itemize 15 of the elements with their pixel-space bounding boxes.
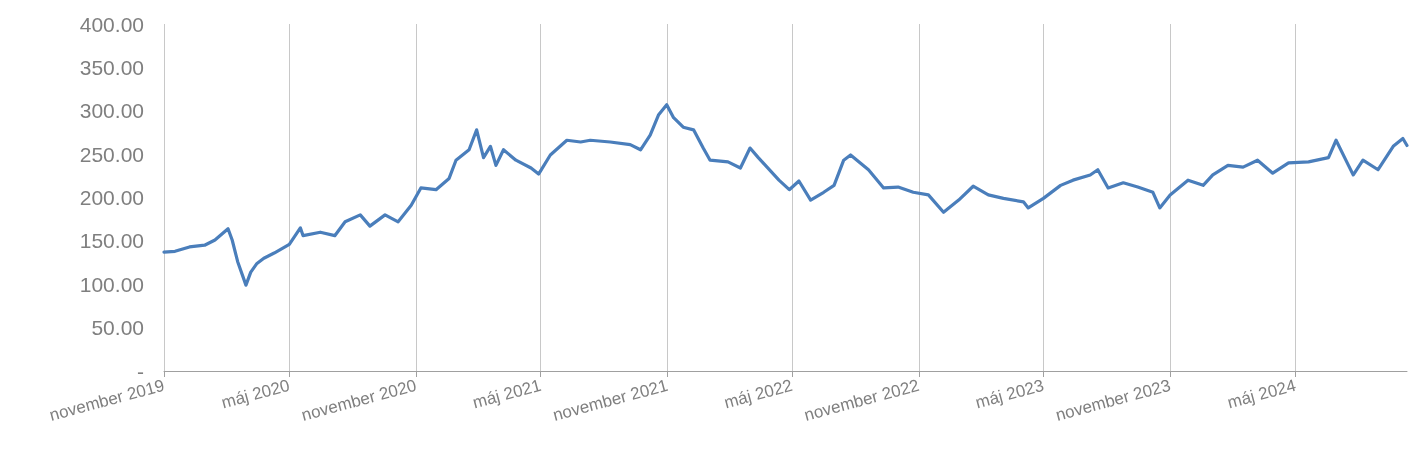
x-tick-label: máj 2020	[219, 375, 292, 413]
y-tick-label: 200.00	[79, 186, 144, 209]
x-tick-label: máj 2022	[722, 375, 795, 413]
y-tick-label: 50.00	[91, 316, 144, 340]
y-tick-label: 400.00	[79, 12, 144, 36]
y-tick-label: 150.00	[79, 229, 144, 253]
x-tick-label: máj 2023	[973, 375, 1046, 413]
y-tick-label: -	[137, 359, 144, 383]
y-tick-label: 100.00	[79, 272, 144, 296]
x-tick-label: máj 2024	[1225, 375, 1298, 413]
y-tick-label: 250.00	[79, 142, 144, 166]
y-tick-label: 350.00	[79, 55, 144, 79]
y-tick-label: 300.00	[79, 99, 144, 123]
line-series	[162, 103, 1409, 287]
x-tick-label: máj 2021	[470, 375, 544, 413]
